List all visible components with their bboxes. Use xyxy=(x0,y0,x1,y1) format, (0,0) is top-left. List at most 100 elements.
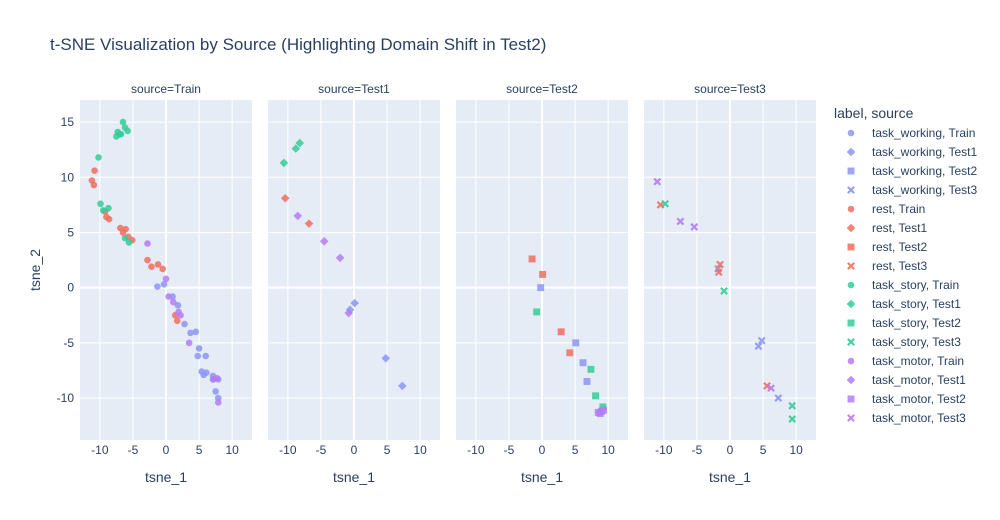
legend-item[interactable]: task_story, Test3 xyxy=(847,335,961,349)
data-point xyxy=(212,388,219,395)
legend-marker xyxy=(847,395,855,403)
series-rest-3 xyxy=(528,255,574,357)
y-tick-label: -5 xyxy=(63,336,74,350)
legend-item[interactable]: task_story, Test2 xyxy=(847,316,962,330)
data-point xyxy=(335,253,345,263)
legend-label: task_motor, Train xyxy=(872,354,964,368)
legend-item[interactable]: task_story, Train xyxy=(847,278,959,292)
legend-label: task_working, Test3 xyxy=(872,183,977,197)
data-point xyxy=(533,308,541,316)
legend-marker xyxy=(846,299,856,309)
legend-marker xyxy=(847,167,855,175)
data-point xyxy=(714,268,723,277)
data-point xyxy=(661,199,670,208)
legend-marker xyxy=(847,414,855,422)
legend-item[interactable]: rest, Train xyxy=(847,202,926,216)
data-point xyxy=(213,374,221,382)
legend-marker xyxy=(847,243,855,251)
data-point xyxy=(279,158,289,168)
data-point xyxy=(398,381,407,391)
data-point xyxy=(124,127,131,135)
data-point xyxy=(160,281,168,288)
data-point xyxy=(295,138,305,148)
legend-item[interactable]: task_working, Test1 xyxy=(846,145,978,159)
legend-item[interactable]: task_working, Test2 xyxy=(847,164,978,178)
x-axis-title: tsne_1 xyxy=(521,469,563,485)
x-tick-label: 5 xyxy=(572,443,579,457)
legend-item[interactable]: task_working, Test3 xyxy=(847,183,978,197)
legend-item[interactable]: rest, Test3 xyxy=(847,259,928,273)
data-point xyxy=(537,284,545,292)
series-task_working-3 xyxy=(537,284,591,385)
data-point xyxy=(203,369,210,376)
legend-marker xyxy=(847,338,855,346)
data-point xyxy=(181,320,188,328)
data-point xyxy=(121,234,129,242)
facet-panels: -10 -5 0 5 10-10-5051015source=Traintsne_1-1… xyxy=(57,82,816,485)
x-tick-label: 0 xyxy=(351,443,358,457)
data-point xyxy=(566,349,574,357)
legend-marker xyxy=(847,129,855,137)
facet-title: source=Test1 xyxy=(318,82,390,96)
legend-marker xyxy=(847,319,855,327)
data-point xyxy=(144,240,151,247)
legend-marker xyxy=(847,281,855,289)
data-point xyxy=(716,260,724,269)
data-point xyxy=(148,263,155,270)
legend-label: task_story, Test3 xyxy=(872,335,961,349)
legend-marker xyxy=(846,223,856,233)
legend-marker xyxy=(847,186,855,194)
legend-item[interactable]: rest, Test2 xyxy=(847,240,928,254)
data-point xyxy=(99,207,107,214)
x-tick-label: -10 xyxy=(279,443,297,457)
y-tick-label: 10 xyxy=(61,170,75,184)
legend-label: task_motor, Test1 xyxy=(872,373,966,387)
legend-label: task_working, Test2 xyxy=(872,164,977,178)
data-point xyxy=(528,255,536,263)
data-point xyxy=(381,354,391,363)
series-task_story-1 xyxy=(95,118,133,246)
legend-label: task_working, Test1 xyxy=(872,145,977,159)
data-point xyxy=(159,265,166,273)
x-tick-label: 10 xyxy=(225,443,239,457)
series-task_motor-1 xyxy=(144,240,222,406)
legend-item[interactable]: rest, Test1 xyxy=(846,221,928,235)
series-task_motor-4 xyxy=(653,177,775,393)
series-rest-2 xyxy=(280,193,314,228)
legend-item[interactable]: task_working, Train xyxy=(847,126,976,140)
data-point xyxy=(144,256,151,264)
y-tick-label: 0 xyxy=(67,281,74,295)
data-point xyxy=(788,415,797,423)
data-point xyxy=(174,302,182,309)
x-tick-label: 0 xyxy=(163,443,170,457)
data-point xyxy=(162,275,170,283)
x-tick-label: -5 xyxy=(316,443,327,457)
legend-item[interactable]: task_story, Test1 xyxy=(846,297,962,311)
legend-item[interactable]: task_motor, Train xyxy=(847,354,964,368)
legend-marker xyxy=(846,147,856,157)
legend-item[interactable]: task_motor, Test2 xyxy=(847,392,967,406)
data-point xyxy=(690,223,699,231)
legend-item[interactable]: task_motor, Test1 xyxy=(846,373,966,387)
series-rest-1 xyxy=(88,167,181,325)
facet-panel-1: -10 -5 0 5 10 -10 -5 0 5 10 15 source=Train tsne_1 xyxy=(57,82,252,485)
data-point xyxy=(653,177,662,186)
data-point xyxy=(757,336,766,345)
x-tick-label: -10 xyxy=(91,443,109,457)
x-axis-title: tsne_1 xyxy=(709,469,751,485)
data-point xyxy=(97,200,104,208)
x-tick-label: 10 xyxy=(789,443,803,457)
y-tick-label: -10 xyxy=(57,391,75,405)
data-point xyxy=(192,328,200,336)
facet-panel-2: -10 -5 0 5 10 source=Test1 tsne_1 xyxy=(268,82,440,485)
legend-item[interactable]: task_motor, Test3 xyxy=(847,411,966,425)
x-tick-label: 5 xyxy=(760,443,767,457)
x-tick-label: -5 xyxy=(504,443,515,457)
x-axis-title: tsne_1 xyxy=(145,469,187,485)
data-point xyxy=(119,118,127,126)
series-task_story-2 xyxy=(279,138,305,168)
data-point xyxy=(754,342,763,351)
x-tick-label: 5 xyxy=(384,443,391,457)
data-point xyxy=(319,237,329,246)
